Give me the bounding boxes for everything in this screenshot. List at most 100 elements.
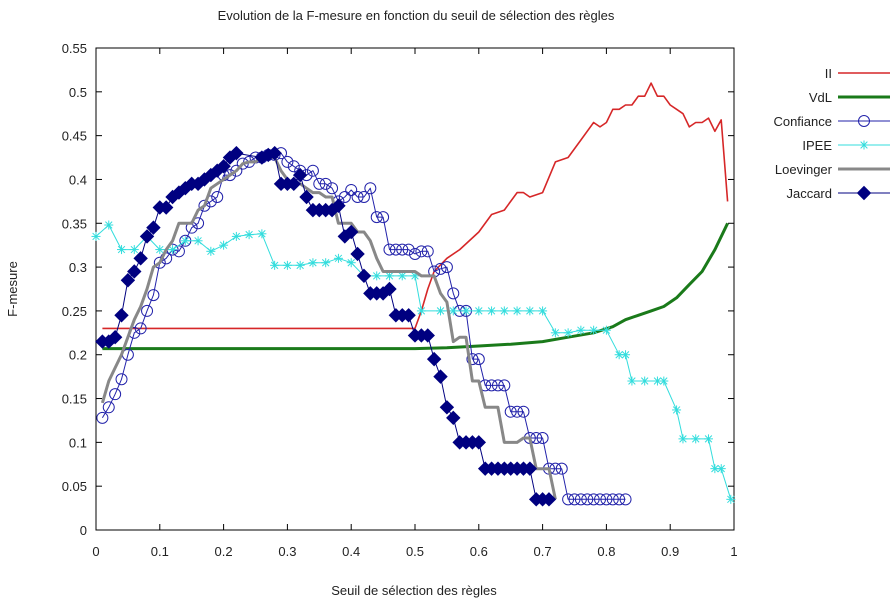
star-stroke xyxy=(621,350,630,359)
star-stroke xyxy=(564,329,572,337)
series-line-loevinger xyxy=(100,156,557,500)
x-tick-label: 0.7 xyxy=(534,544,552,559)
data-point-ipee xyxy=(308,258,318,268)
data-point-confiance xyxy=(606,493,619,506)
star-stroke xyxy=(436,307,445,315)
data-point-confiance xyxy=(115,373,128,386)
data-point-confiance xyxy=(402,243,415,256)
data-point-ipee xyxy=(538,306,548,316)
star-stroke xyxy=(398,272,406,280)
legend: II VdL Confiance IPEE Loevinger Jaccard xyxy=(773,66,890,201)
data-point-confiance xyxy=(351,190,364,203)
star-stroke xyxy=(727,495,735,504)
data-point-ipee xyxy=(640,376,650,386)
star-stroke xyxy=(92,232,100,241)
data-point-confiance xyxy=(306,164,319,177)
x-tick-label: 0.6 xyxy=(470,544,488,559)
y-tick-label: 0.45 xyxy=(62,129,87,144)
data-point-confiance xyxy=(472,353,485,366)
data-point-confiance xyxy=(198,199,211,212)
star-stroke xyxy=(717,464,725,473)
star-stroke xyxy=(347,258,355,267)
data-point-confiance xyxy=(447,287,460,300)
data-point-confiance xyxy=(357,190,370,203)
data-point-confiance xyxy=(370,211,383,224)
star-stroke xyxy=(704,435,713,443)
series-line-ipee xyxy=(95,224,732,500)
data-point-ipee xyxy=(117,245,127,255)
data-point-confiance xyxy=(383,243,396,256)
data-point-jaccard xyxy=(146,220,161,235)
star-stroke xyxy=(513,307,521,315)
star-stroke xyxy=(487,307,496,315)
series-loevinger xyxy=(100,156,557,500)
data-point-confiance xyxy=(511,405,524,418)
data-point-jaccard xyxy=(401,308,416,323)
data-point-jaccard xyxy=(420,328,435,343)
legend-label-jaccard: Jaccard xyxy=(786,186,832,201)
data-point-jaccard xyxy=(356,268,372,284)
data-point-confiance xyxy=(134,322,147,335)
data-point-confiance xyxy=(466,353,479,366)
data-point-jaccard xyxy=(471,435,487,450)
y-axis-title: F-mesure xyxy=(5,261,20,317)
x-tick-label: 0 xyxy=(92,544,99,559)
data-point-confiance xyxy=(587,493,600,506)
data-point-confiance xyxy=(409,247,421,260)
data-point-confiance xyxy=(491,379,504,392)
legend-marker-confiance xyxy=(858,115,870,127)
legend-label-vdl: VdL xyxy=(809,90,832,105)
data-point-confiance xyxy=(562,493,575,506)
legend-label-loevinger: Loevinger xyxy=(775,162,833,177)
data-point-confiance xyxy=(389,243,402,256)
x-axis-title: Seuil de sélection des règles xyxy=(331,583,497,598)
plot-area-border xyxy=(95,47,735,531)
x-tick-label: 1 xyxy=(730,544,737,559)
series-jaccard xyxy=(95,145,557,507)
star-stroke xyxy=(615,350,623,359)
star-stroke xyxy=(207,247,215,256)
data-point-confiance xyxy=(619,493,632,506)
data-point-confiance xyxy=(536,431,549,444)
legend-item-vdl: VdL xyxy=(809,90,890,105)
data-point-ipee xyxy=(659,376,669,386)
data-point-jaccard xyxy=(350,246,365,262)
star-stroke xyxy=(245,230,253,239)
star-stroke xyxy=(385,272,394,280)
data-point-ipee xyxy=(672,405,682,415)
y-tick-label: 0.2 xyxy=(69,348,87,363)
data-point-ipee xyxy=(168,245,178,255)
data-point-jaccard xyxy=(343,224,359,240)
data-point-ipee xyxy=(448,306,458,316)
data-point-ipee xyxy=(282,260,292,270)
data-point-confiance xyxy=(313,177,326,190)
data-point-ipee xyxy=(512,306,522,316)
data-point-ipee xyxy=(621,350,631,360)
x-tick-label: 0.2 xyxy=(215,544,233,559)
star-stroke xyxy=(660,377,668,385)
star-stroke xyxy=(283,261,292,270)
star-stroke xyxy=(130,245,139,254)
data-point-jaccard xyxy=(107,329,123,345)
data-point-confiance xyxy=(415,245,428,258)
data-point-jaccard xyxy=(439,400,455,415)
star-stroke xyxy=(860,141,868,149)
data-point-jaccard xyxy=(139,229,155,244)
data-point-jaccard xyxy=(158,200,174,215)
star-stroke xyxy=(372,272,381,280)
data-point-confiance xyxy=(223,169,236,182)
data-point-ipee xyxy=(461,306,471,316)
data-point-ipee xyxy=(321,258,331,268)
data-point-jaccard xyxy=(522,461,538,476)
y-tick-label: 0.55 xyxy=(62,41,87,56)
data-point-ipee xyxy=(346,258,356,268)
star-stroke xyxy=(711,464,719,473)
star-stroke xyxy=(270,261,279,270)
x-tick-label: 0.4 xyxy=(342,544,360,559)
data-point-confiance xyxy=(504,405,517,418)
data-point-confiance xyxy=(555,462,568,475)
data-point-jaccard xyxy=(331,198,346,213)
data-point-ipee xyxy=(525,306,535,316)
star-stroke xyxy=(691,435,700,443)
data-point-jaccard xyxy=(382,281,397,297)
